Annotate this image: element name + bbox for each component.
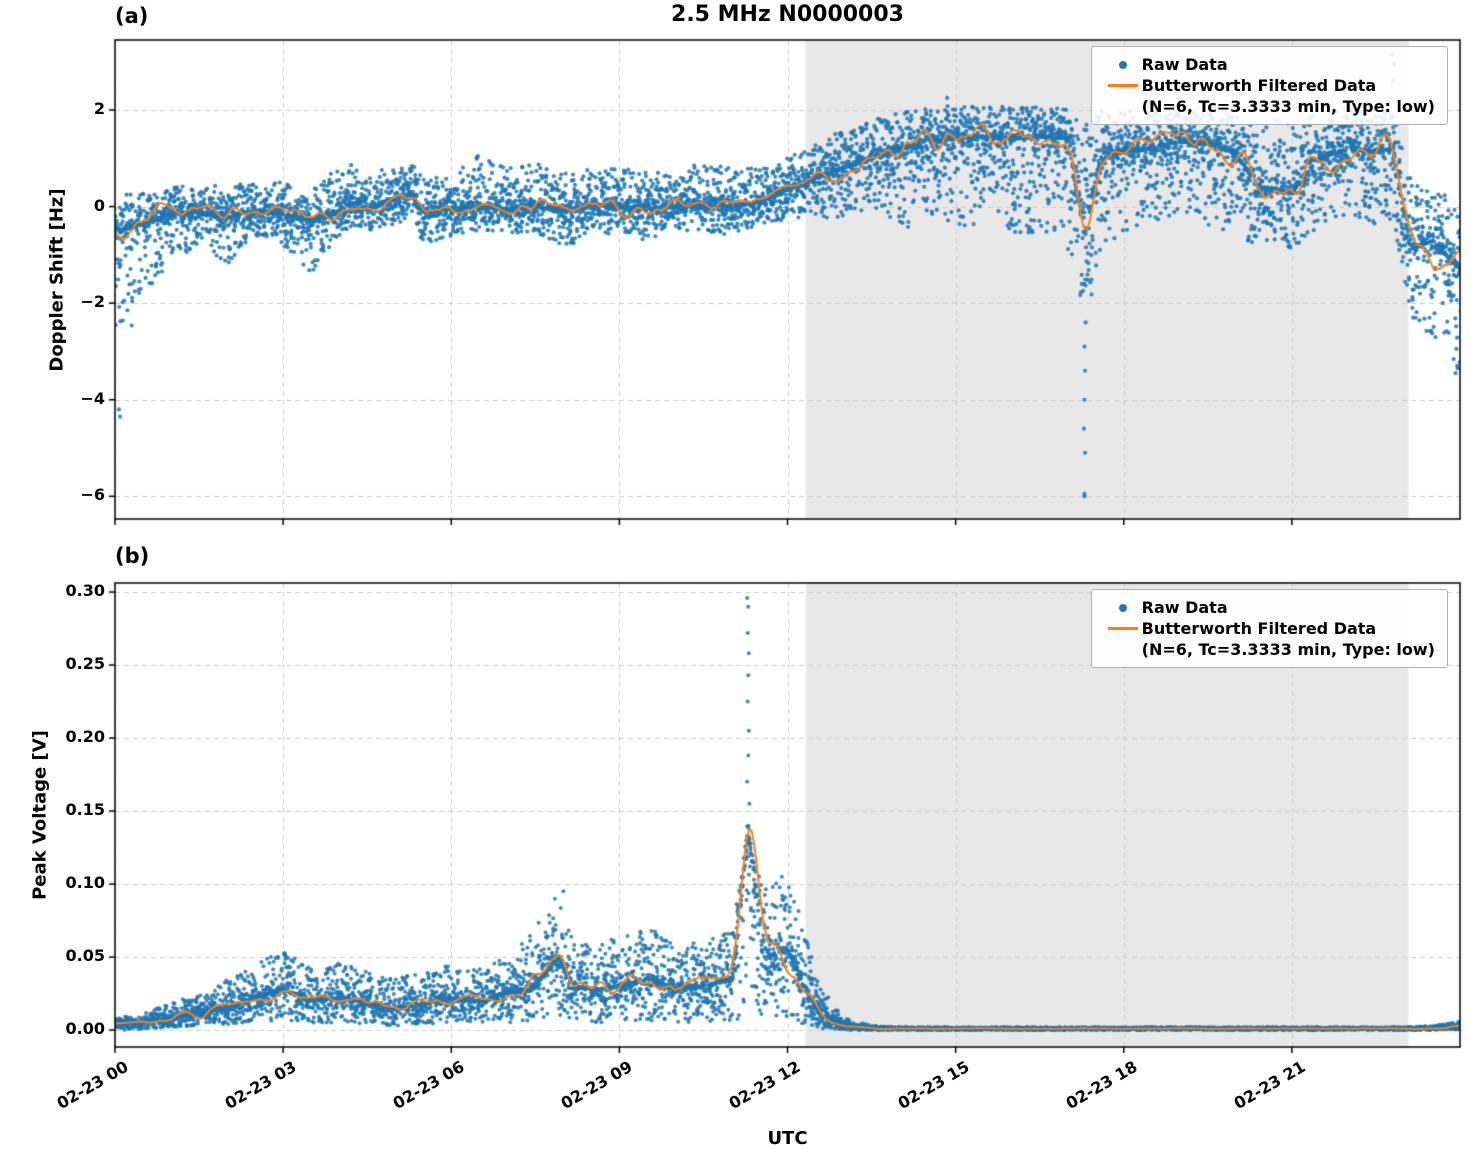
filtered-line-marker-icon: [1107, 627, 1138, 631]
legend-panel-b: Raw Data Butterworth Filtered Data (N=6,…: [1090, 589, 1448, 669]
legend-filtered-sublabel: (N=6, Tc=3.3333 min, Type: low): [1141, 640, 1435, 660]
legend-filtered-sublabel: (N=6, Tc=3.3333 min, Type: low): [1141, 97, 1435, 117]
legend-raw-label: Raw Data: [1141, 598, 1228, 617]
chart-title: 2.5 MHz N0000003: [671, 2, 904, 27]
y-tick-label: −2: [80, 292, 105, 312]
legend-raw-label: Raw Data: [1141, 55, 1228, 74]
y-axis-label-voltage: Peak Voltage [V]: [29, 730, 51, 900]
y-tick-label: 0.20: [65, 727, 105, 747]
legend-panel-a: Raw Data Butterworth Filtered Data (N=6,…: [1090, 46, 1448, 126]
legend-row-filtered: Butterworth Filtered Data (N=6, Tc=3.333…: [1104, 618, 1435, 660]
legend-row-raw: Raw Data: [1104, 597, 1435, 618]
y-tick-label: 0: [93, 195, 105, 215]
raw-data-marker-icon: [1118, 60, 1127, 69]
panel-b-label: (b): [115, 544, 150, 568]
legend-filtered-label: Butterworth Filtered Data: [1141, 619, 1377, 639]
y-tick-label: −4: [80, 388, 105, 408]
legend-row-filtered: Butterworth Filtered Data (N=6, Tc=3.333…: [1104, 75, 1435, 117]
panel-a-label: (a): [115, 4, 149, 28]
y-tick-label: 0.30: [65, 581, 105, 601]
y-tick-label: 0.00: [65, 1019, 105, 1039]
y-tick-label: 0.05: [65, 946, 105, 966]
y-tick-label: 0.15: [65, 800, 105, 820]
y-axis-label-doppler: Doppler Shift [Hz]: [46, 188, 68, 372]
legend-filtered-label: Butterworth Filtered Data: [1141, 76, 1377, 96]
filtered-line-marker-icon: [1107, 84, 1138, 88]
x-axis-label: UTC: [767, 1128, 808, 1149]
y-tick-label: 0.25: [65, 654, 105, 674]
y-tick-label: 0.10: [65, 873, 105, 893]
y-tick-label: 2: [93, 99, 105, 118]
legend-row-raw: Raw Data: [1104, 54, 1435, 75]
y-tick-label: −6: [80, 485, 105, 505]
raw-data-marker-icon: [1118, 603, 1127, 612]
